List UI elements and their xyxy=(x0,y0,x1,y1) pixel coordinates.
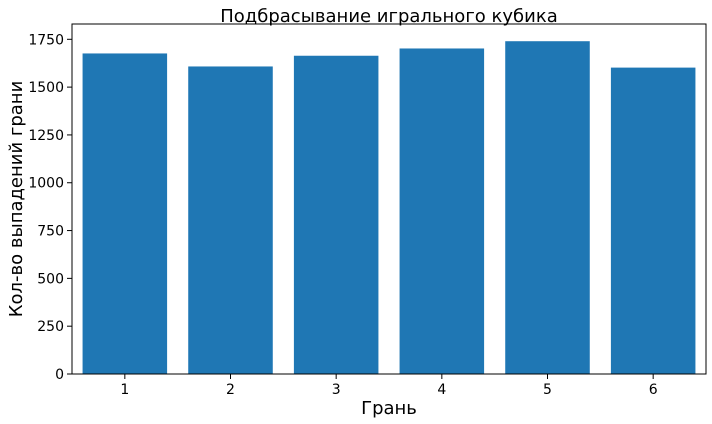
bar-face-1 xyxy=(82,53,168,374)
y-axis-label: Кол-во выпадений грани xyxy=(6,81,27,318)
y-tick-label-1000: 1000 xyxy=(28,176,64,192)
y-tick-label-750: 750 xyxy=(37,224,64,240)
bar-face-4 xyxy=(399,48,485,375)
bar-face-2 xyxy=(188,66,273,374)
x-axis-label: Грань xyxy=(361,398,417,419)
bar-face-3 xyxy=(293,55,379,375)
x-tick-label-2: 2 xyxy=(226,382,235,398)
y-tick-label-500: 500 xyxy=(37,271,64,287)
y-tick-label-250: 250 xyxy=(37,319,64,335)
y-tick-label-0: 0 xyxy=(55,367,64,383)
chart-title: Подбрасывание игрального кубика xyxy=(220,6,557,27)
x-tick-label-3: 3 xyxy=(332,382,341,398)
x-tick-label-1: 1 xyxy=(120,382,129,398)
x-tick-label-5: 5 xyxy=(543,382,552,398)
y-tick-label-1250: 1250 xyxy=(28,128,64,144)
y-tick-label-1500: 1500 xyxy=(28,80,64,96)
plot-frame xyxy=(71,23,707,375)
bar-face-5 xyxy=(505,41,590,375)
bar-face-6 xyxy=(610,67,696,374)
bars-layer xyxy=(82,41,696,375)
y-axis: 0 250 500 750 1000 1250 1500 1750 xyxy=(28,32,72,383)
x-tick-label-6: 6 xyxy=(649,382,658,398)
x-tick-label-4: 4 xyxy=(437,382,446,398)
x-axis: 1 2 3 4 5 6 xyxy=(120,374,658,398)
y-tick-label-1750: 1750 xyxy=(28,32,64,48)
